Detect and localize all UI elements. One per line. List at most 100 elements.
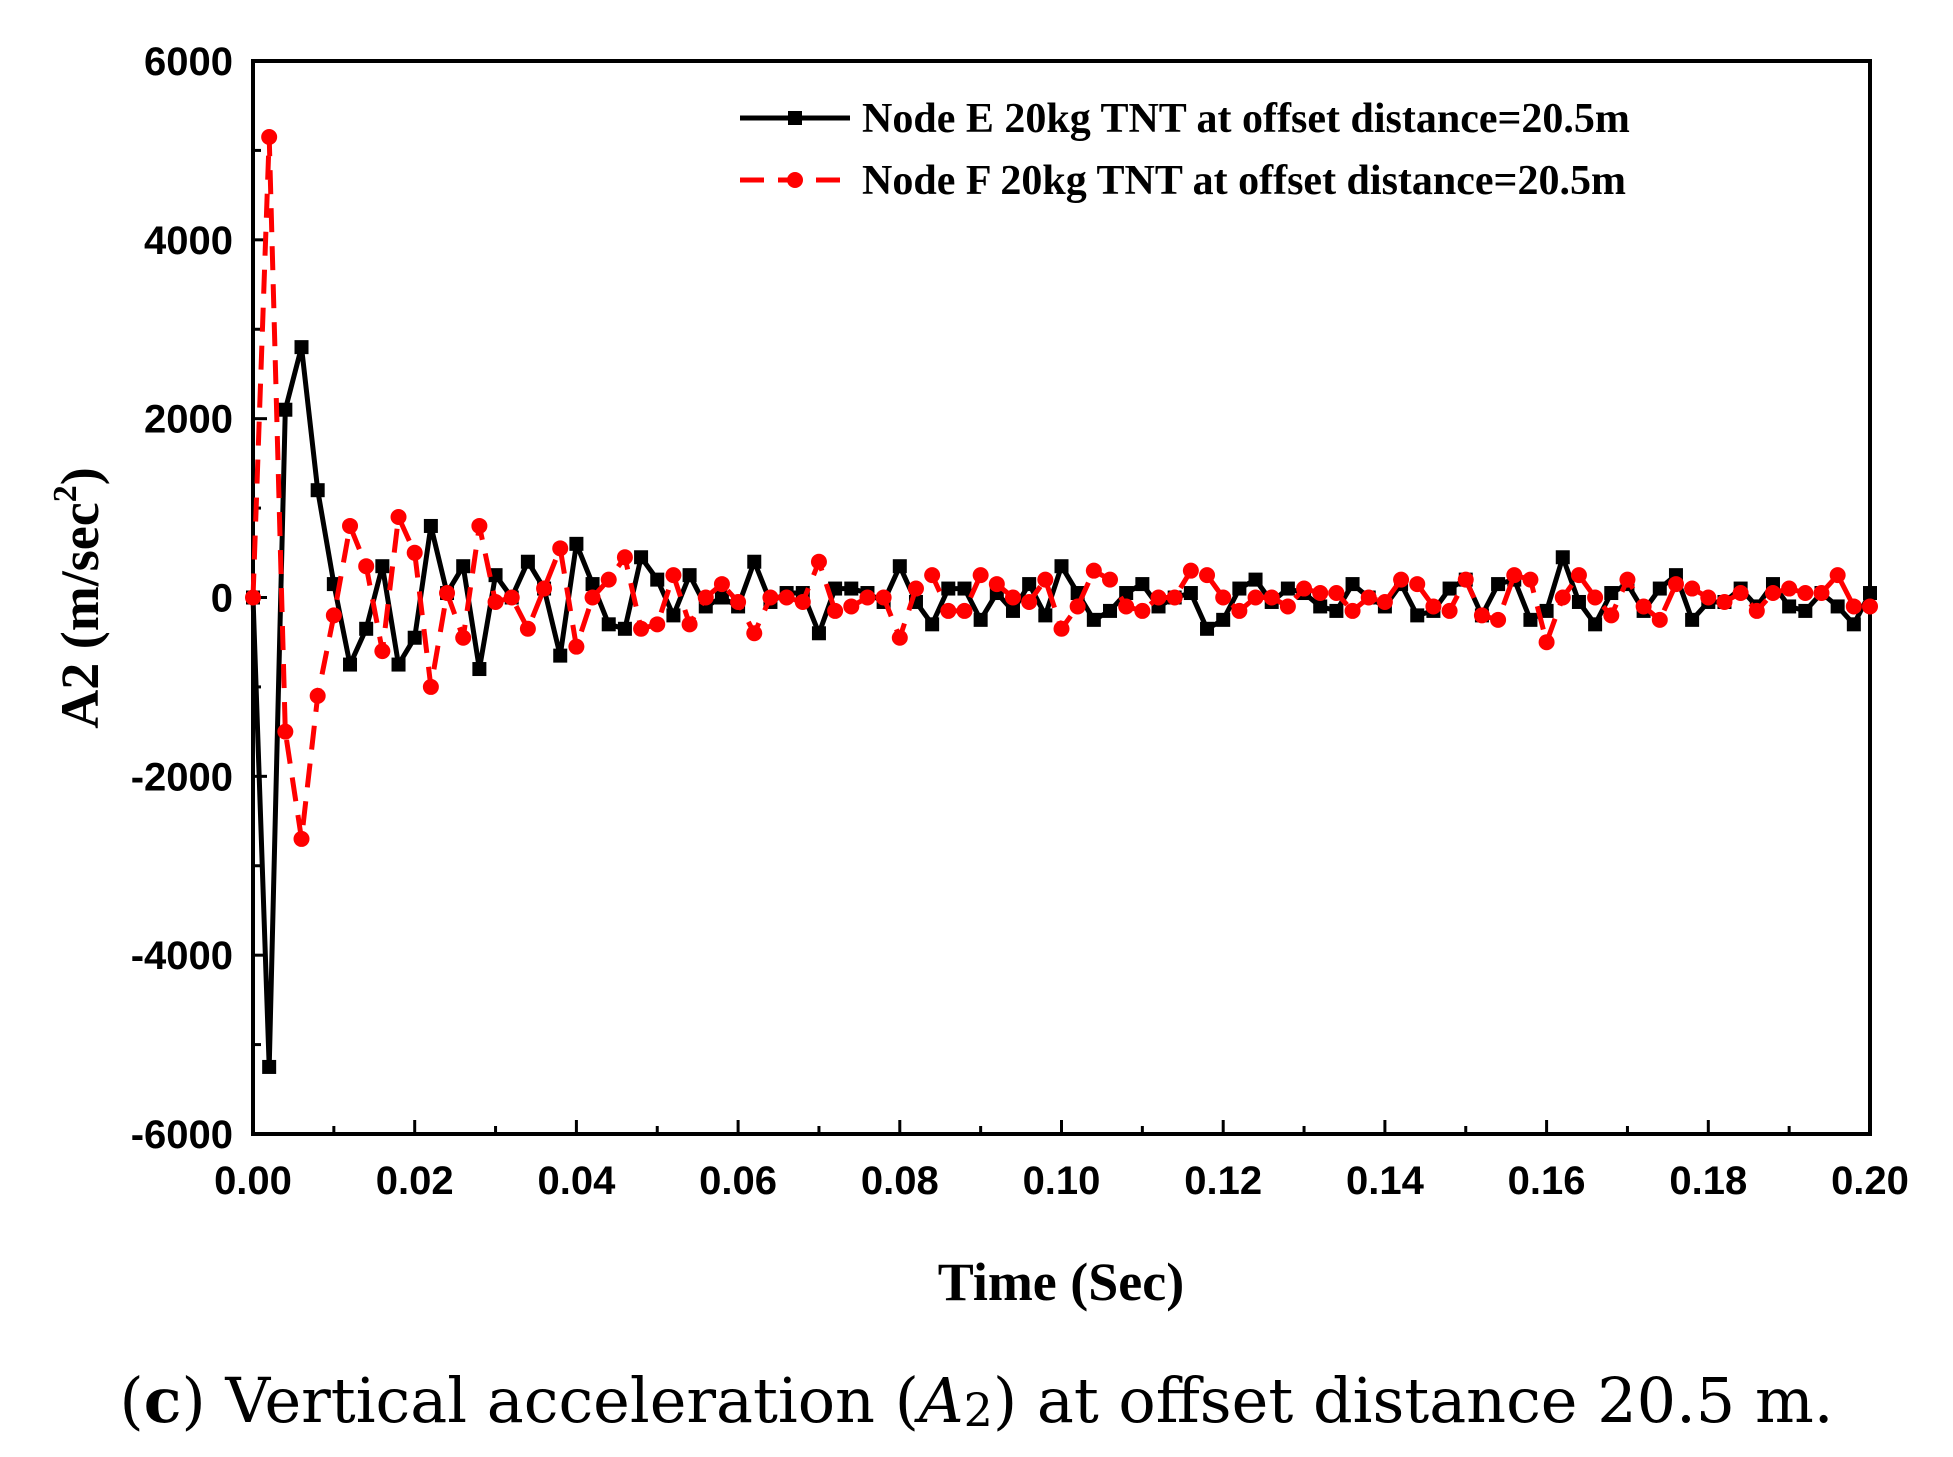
data-point [1280, 581, 1295, 596]
data-point [875, 589, 892, 606]
data-point [488, 568, 503, 583]
data-point [343, 657, 358, 672]
data-point [1652, 581, 1667, 596]
x-tick-label: 0.02 [376, 1159, 454, 1203]
data-point [1054, 559, 1069, 574]
caption-text-before: ) Vertical acceleration ( [181, 1364, 919, 1437]
data-point [1587, 589, 1604, 606]
data-point [907, 580, 924, 597]
data-point [713, 576, 730, 593]
data-point [1410, 608, 1425, 623]
data-point [1555, 550, 1570, 565]
figure-caption: (c) Vertical acceleration (A2) at offset… [0, 1370, 1953, 1434]
data-point [1312, 585, 1329, 602]
data-point [278, 402, 293, 417]
data-point [294, 340, 309, 355]
y-tick-label: 6000 [144, 40, 233, 84]
data-point [1829, 567, 1846, 584]
data-point [1523, 612, 1538, 627]
data-point [1069, 598, 1086, 615]
legend-label-node-f: Node F 20kg TNT at offset distance=20.5m [862, 158, 1626, 204]
data-point [1232, 581, 1247, 596]
data-point [1376, 593, 1393, 610]
caption-text-after: ) at offset distance 20.5 m. [992, 1364, 1834, 1437]
data-point [1005, 603, 1020, 618]
data-point [600, 571, 617, 588]
y-tick-label: 4000 [144, 219, 233, 263]
data-point [1604, 586, 1619, 601]
data-point [1863, 586, 1877, 601]
data-point [1086, 612, 1101, 627]
data-point [859, 589, 876, 606]
x-tick-label: 0.08 [861, 1159, 939, 1203]
data-point [374, 643, 391, 660]
data-point [1102, 571, 1119, 588]
data-point [375, 559, 390, 574]
data-point [666, 608, 681, 623]
chart: 0.00 0.02 0.04 0.06 0.08 0.10 0.12 0.14 0.16 0.18… [47, 40, 1909, 1312]
y-axis-title: A2 (m/sec2) [47, 467, 110, 728]
data-point [633, 620, 650, 637]
data-point [1328, 585, 1345, 602]
data-point [1215, 589, 1232, 606]
data-point [1022, 577, 1037, 592]
data-point [811, 626, 826, 641]
data-point [391, 657, 406, 672]
caption-symbol: A [918, 1364, 964, 1437]
data-point [827, 602, 844, 619]
data-point [293, 830, 310, 847]
data-point [1248, 572, 1263, 587]
data-point [1764, 585, 1781, 602]
data-point [471, 517, 488, 534]
data-point [503, 589, 520, 606]
data-point [1603, 607, 1620, 624]
data-point [455, 629, 472, 646]
data-point [617, 621, 632, 636]
data-point [456, 559, 471, 574]
y-axis-title-superscript: 2 [47, 485, 84, 502]
data-point [584, 589, 601, 606]
caption-open-paren: ( [119, 1364, 144, 1437]
x-tick-label: 0.06 [699, 1159, 777, 1203]
x-tick-label: 0.14 [1346, 1159, 1425, 1203]
data-point [1118, 598, 1135, 615]
data-point [1263, 589, 1280, 606]
data-point [1038, 608, 1053, 623]
data-point [1491, 577, 1506, 592]
data-point [634, 550, 649, 565]
data-point [1441, 602, 1458, 619]
data-point [1748, 602, 1765, 619]
data-point [746, 625, 763, 642]
x-tick-label: 0.16 [1508, 1159, 1586, 1203]
data-point [844, 581, 859, 596]
data-point [681, 616, 698, 633]
data-point [277, 723, 294, 740]
data-point [1329, 603, 1344, 618]
data-point [941, 581, 956, 596]
data-point [536, 580, 553, 597]
data-point [697, 589, 714, 606]
data-point [1619, 571, 1636, 588]
data-point [520, 554, 535, 569]
data-point [245, 589, 261, 606]
data-point [1247, 589, 1264, 606]
data-point [1539, 603, 1554, 618]
data-point [310, 483, 325, 498]
x-tick-label: 0.20 [1831, 1159, 1909, 1203]
data-point [601, 617, 616, 632]
y-tick-label: 2000 [144, 398, 233, 442]
data-point [843, 598, 860, 615]
series-line [250, 134, 1870, 842]
data-point [342, 517, 359, 534]
data-point [940, 602, 957, 619]
data-point [1554, 589, 1571, 606]
data-point [1053, 620, 1070, 637]
data-point [1216, 612, 1231, 627]
data-point [1037, 571, 1054, 588]
data-point [1182, 562, 1199, 579]
data-point [358, 558, 375, 575]
data-point [1134, 602, 1151, 619]
series-layer [245, 129, 1878, 1074]
data-point [1409, 576, 1426, 593]
y-tick-label: -6000 [131, 1113, 233, 1157]
